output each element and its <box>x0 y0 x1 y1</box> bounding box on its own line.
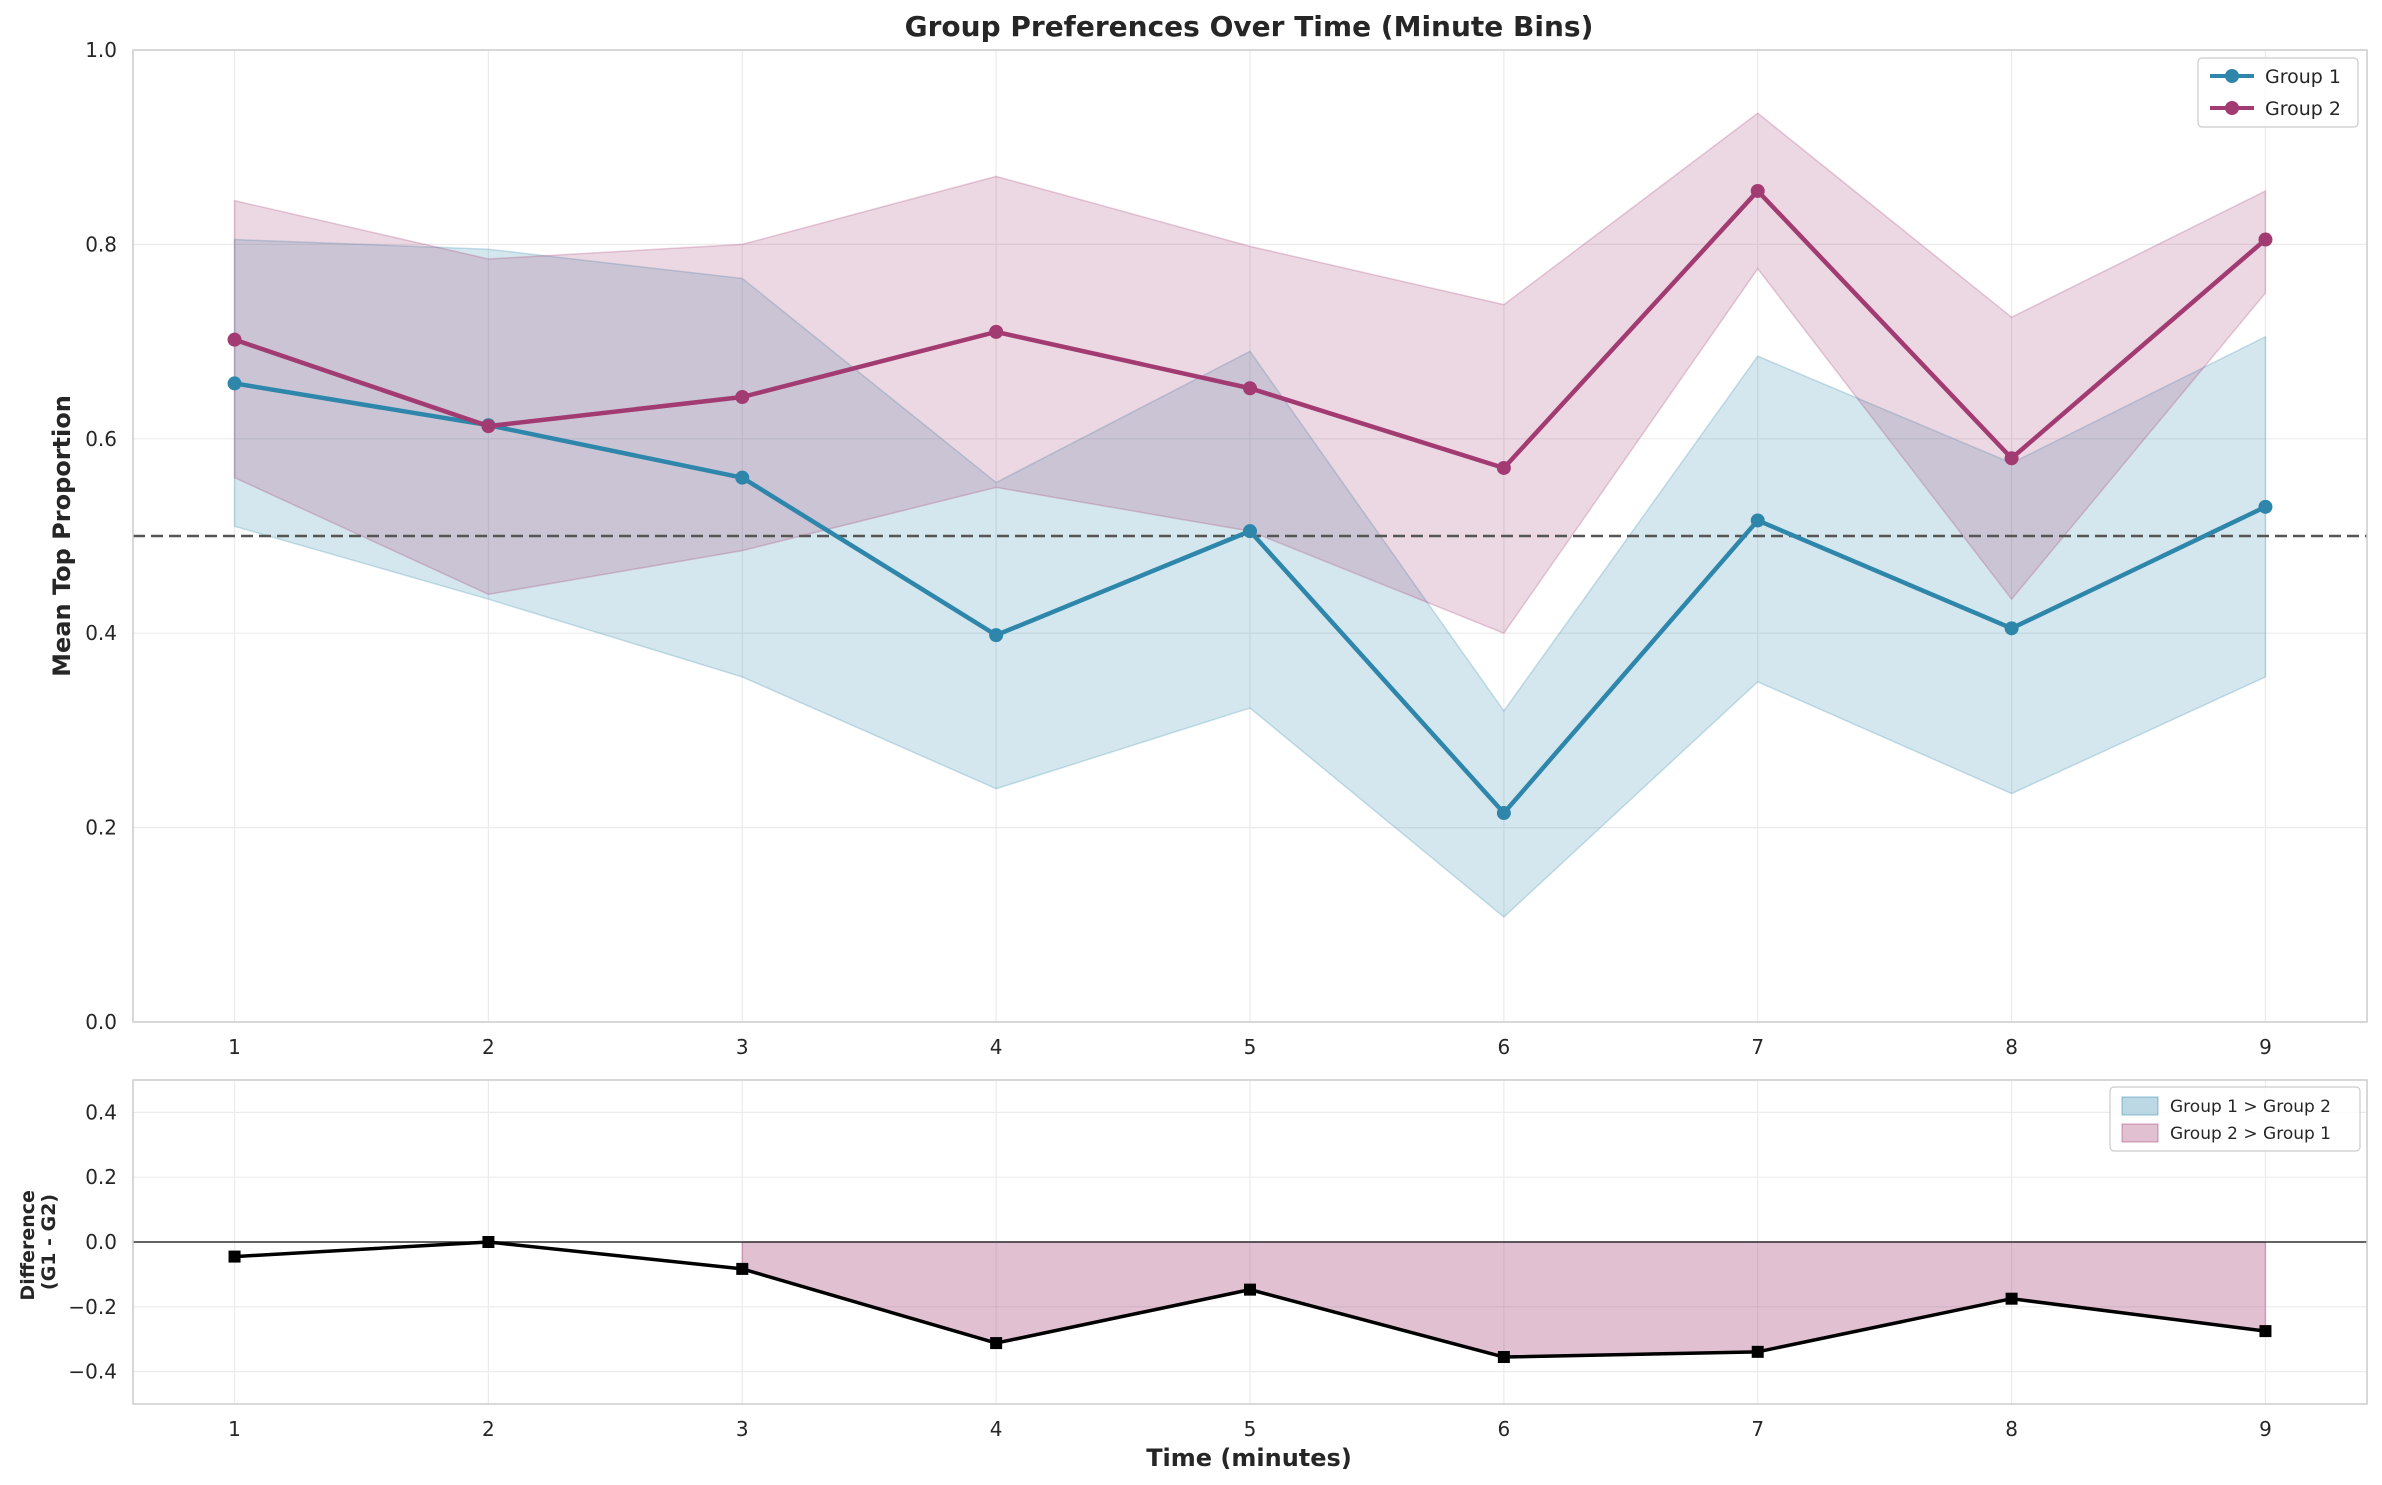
main-y-tick-label: 1.0 <box>85 38 117 62</box>
difference-y-axis-label: Difference (G1 - G2) <box>17 1183 60 1300</box>
main-legend: Group 1 Group 2 <box>2197 57 2359 128</box>
difference-x-tick-label: 1 <box>228 1417 241 1441</box>
data-point-group2 <box>227 332 242 347</box>
data-point-group2 <box>2004 451 2019 466</box>
legend-group1-marker <box>2225 69 2239 83</box>
main-series <box>227 183 2273 821</box>
legend-group2-marker <box>2225 101 2239 115</box>
main-tick-labels: 1 2 3 4 5 6 7 8 9 0.0 0.2 0.4 0.6 0.8 1.0 <box>85 38 2272 1059</box>
data-point-group1 <box>227 376 242 391</box>
confidence-band-group2 <box>233 112 2267 635</box>
legend-group1-label: Group 1 <box>2265 66 2341 88</box>
legend-g1-greater-label: Group 1 > Group 2 <box>2170 1097 2331 1117</box>
main-y-tick-label: 0.0 <box>85 1010 117 1034</box>
difference-chart: 1 2 3 4 5 6 7 8 9 −0.4 −0.2 0.0 0.2 0.4 Difference (G… <box>17 1079 2368 1472</box>
main-x-tick-label: 4 <box>990 1035 1003 1059</box>
data-point-group2 <box>2258 232 2273 247</box>
difference-y-label-line1: Difference <box>17 1190 39 1301</box>
difference-point <box>990 1337 1003 1350</box>
data-point-group1 <box>1243 524 1257 539</box>
main-x-tick-label: 2 <box>482 1035 495 1059</box>
difference-point <box>736 1262 749 1275</box>
main-y-axis-label: Mean Top Proportion <box>48 395 76 677</box>
data-point-group1 <box>2004 621 2019 636</box>
difference-y-tick-label: −0.2 <box>68 1295 117 1319</box>
main-y-tick-label: 0.8 <box>85 232 117 256</box>
difference-y-tick-label: 0.0 <box>85 1230 117 1254</box>
confidence-band-group1 <box>233 238 2267 919</box>
difference-point <box>228 1250 241 1263</box>
data-point-group2 <box>481 419 496 434</box>
difference-x-tick-label: 9 <box>2259 1417 2272 1441</box>
data-point-group1 <box>2258 499 2273 514</box>
difference-tick-labels: 1 2 3 4 5 6 7 8 9 −0.4 −0.2 0.0 0.2 0.4 <box>68 1100 2271 1441</box>
data-point-group1 <box>735 470 750 485</box>
main-chart: 1 2 3 4 5 6 7 8 9 0.0 0.2 0.4 0.6 0.8 1.0 Mean Top Pro… <box>48 38 2368 1059</box>
chart-title: Group Preferences Over Time (Minute Bins… <box>905 10 1594 43</box>
difference-point <box>1497 1351 1510 1364</box>
main-x-tick-label: 8 <box>2005 1035 2018 1059</box>
main-y-tick-label: 0.2 <box>85 816 117 840</box>
main-x-tick-label: 7 <box>1751 1035 1764 1059</box>
difference-legend-box <box>2109 1086 2361 1152</box>
difference-point <box>2259 1325 2272 1338</box>
difference-point <box>1244 1283 1256 1296</box>
difference-point <box>2005 1292 2018 1305</box>
difference-x-tick-label: 7 <box>1751 1417 1764 1441</box>
legend-g2-greater-patch <box>2121 1123 2159 1143</box>
data-point-group1 <box>1750 513 1765 528</box>
legend-group2-label: Group 2 <box>2265 98 2341 120</box>
main-x-tick-label: 6 <box>1497 1035 1510 1059</box>
difference-plot-frame <box>132 1079 2368 1405</box>
data-point-group2 <box>1243 381 1257 396</box>
main-x-tick-label: 1 <box>228 1035 241 1059</box>
difference-y-tick-label: 0.2 <box>85 1165 117 1189</box>
main-y-tick-label: 0.4 <box>85 621 117 645</box>
data-point-group2 <box>1496 460 1511 475</box>
main-plot-frame <box>132 49 2368 1023</box>
difference-point <box>1751 1345 1764 1358</box>
data-point-group2 <box>989 324 1004 339</box>
data-point-group1 <box>1496 806 1511 821</box>
difference-series <box>228 1236 2272 1364</box>
main-y-tick-label: 0.6 <box>85 427 117 451</box>
difference-y-label-line2: (G1 - G2) <box>38 1194 60 1290</box>
difference-legend: Group 1 > Group 2 Group 2 > Group 1 <box>2109 1086 2361 1152</box>
main-x-tick-label: 5 <box>1244 1035 1257 1059</box>
data-point-group1 <box>989 628 1004 643</box>
legend-g2-greater-label: Group 2 > Group 1 <box>2170 1124 2331 1144</box>
main-x-tick-label: 9 <box>2259 1035 2272 1059</box>
difference-x-tick-label: 4 <box>990 1417 1003 1441</box>
data-point-group2 <box>1750 183 1765 198</box>
data-point-group2 <box>735 390 750 405</box>
difference-x-tick-label: 2 <box>482 1417 495 1441</box>
difference-x-tick-label: 5 <box>1244 1417 1257 1441</box>
difference-x-tick-label: 8 <box>2005 1417 2018 1441</box>
legend-g1-greater-patch <box>2121 1096 2159 1116</box>
difference-x-tick-label: 6 <box>1497 1417 1510 1441</box>
difference-x-tick-label: 3 <box>736 1417 749 1441</box>
x-axis-label: Time (minutes) <box>1146 1444 1352 1472</box>
difference-y-tick-label: 0.4 <box>85 1100 117 1124</box>
main-x-tick-label: 3 <box>736 1035 749 1059</box>
difference-point <box>482 1236 495 1248</box>
difference-y-tick-label: −0.4 <box>68 1360 117 1384</box>
main-confidence-bands <box>233 112 2267 919</box>
